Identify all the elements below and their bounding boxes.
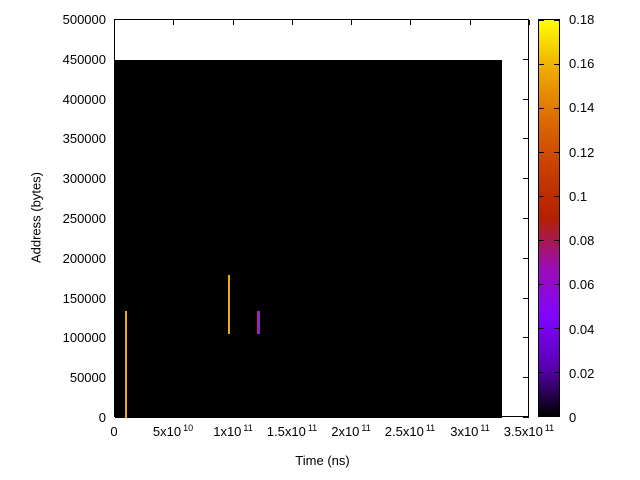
x-tick-mantissa: 3x10: [450, 424, 479, 439]
x-tick-mark-top: [233, 20, 234, 25]
x-tick-mark-top: [470, 20, 471, 25]
colorbar-tick-label: 0.14: [569, 100, 595, 115]
colorbar-tick-mark-right: [554, 328, 559, 329]
y-tick-mark-right: [523, 298, 529, 299]
colorbar-tick-label: 0.12: [569, 145, 595, 160]
colorbar-tick-mark-left: [539, 328, 544, 329]
colorbar-tick-label: 0.18: [569, 12, 595, 27]
colorbar-tick-label: 0.04: [569, 322, 595, 337]
colorbar-tick-mark-left: [539, 240, 544, 241]
colorbar: [538, 19, 560, 417]
colorbar-tick-mark-right: [554, 20, 559, 21]
event-line: [257, 310, 260, 335]
colorbar-tick-mark-left: [539, 152, 544, 153]
colorbar-tick-mark-right: [554, 415, 559, 416]
y-tick-mark-right: [523, 337, 529, 338]
y-tick-label: 250000: [62, 211, 106, 226]
y-tick-label: 50000: [69, 370, 106, 385]
x-axis-title: Time (ns): [295, 453, 350, 468]
x-tick-exponent: 11: [425, 423, 436, 433]
x-tick-exponent: 11: [361, 423, 371, 433]
colorbar-tick-label: 0.02: [569, 366, 595, 381]
colorbar-tick-mark-left: [539, 20, 544, 21]
y-tick-label: 500000: [62, 12, 106, 27]
x-tick-mark-top: [292, 20, 293, 25]
x-tick-mantissa: 2.5x10: [384, 424, 424, 439]
y-tick-label: 0: [98, 410, 106, 425]
event-line: [125, 310, 127, 418]
colorbar-tick-mark-left: [539, 415, 544, 416]
x-tick-mark-top: [114, 20, 115, 25]
x-tick-mantissa: 2x10: [331, 424, 360, 439]
y-tick-label: 350000: [62, 131, 106, 146]
x-tick-exponent: 11: [307, 423, 318, 433]
x-tick-mantissa: 0: [110, 424, 118, 439]
x-tick-mantissa: 3.5x10: [503, 424, 543, 439]
y-tick-label: 150000: [62, 291, 106, 306]
colorbar-tick-mark-right: [554, 284, 559, 285]
y-tick-mark-right: [523, 99, 529, 100]
y-tick-label: 450000: [62, 52, 106, 67]
colorbar-tick-mark-right: [554, 152, 559, 153]
x-tick-label: 5x10 10: [128, 423, 218, 440]
y-tick-mark-right: [523, 19, 529, 20]
x-tick-mark-top: [529, 20, 530, 25]
x-tick-mark-top: [351, 20, 352, 25]
colorbar-tick-mark-left: [539, 372, 544, 373]
y-tick-mark-right: [523, 138, 529, 139]
y-tick-mark-right: [523, 377, 529, 378]
x-tick-mantissa: 1x10: [213, 424, 242, 439]
y-tick-mark-right: [523, 417, 529, 418]
y-tick-label: 400000: [62, 92, 106, 107]
y-tick-label: 100000: [62, 330, 106, 345]
x-tick-exponent: 11: [243, 423, 253, 433]
y-tick-label: 200000: [62, 251, 106, 266]
x-tick-label: 3x10 11: [425, 423, 515, 440]
x-tick-label: 2x10 11: [306, 423, 396, 440]
x-tick-label: 0: [69, 425, 159, 439]
x-tick-mantissa: 1.5x10: [266, 424, 306, 439]
y-tick-mark-right: [523, 258, 529, 259]
colorbar-tick-mark-right: [554, 240, 559, 241]
y-tick-label: 300000: [62, 171, 106, 186]
colorbar-tick-label: 0.06: [569, 277, 595, 292]
colorbar-tick-mark-left: [539, 64, 544, 65]
x-tick-label: 3.5x10 11: [484, 423, 574, 440]
x-tick-exponent: 10: [183, 423, 194, 433]
colorbar-tick-mark-right: [554, 64, 559, 65]
x-tick-label: 2.5x10 11: [365, 423, 455, 440]
x-tick-mark-top: [173, 20, 174, 25]
x-tick-exponent: 11: [544, 423, 555, 433]
colorbar-tick-mark-left: [539, 196, 544, 197]
x-tick-mantissa: 5x10: [152, 424, 182, 439]
colorbar-tick-label: 0: [569, 410, 577, 425]
event-line: [228, 274, 230, 335]
heatmap-data-region: [115, 59, 502, 418]
colorbar-tick-mark-right: [554, 372, 559, 373]
colorbar-tick-label: 0.1: [569, 189, 588, 204]
colorbar-tick-mark-left: [539, 108, 544, 109]
y-tick-mark-right: [523, 218, 529, 219]
colorbar-tick-mark-right: [554, 108, 559, 109]
x-tick-label: 1x10 11: [188, 423, 278, 440]
x-tick-exponent: 11: [480, 423, 490, 433]
plot-area: [114, 19, 530, 418]
colorbar-tick-label: 0.16: [569, 56, 595, 71]
x-tick-mark-top: [410, 20, 411, 25]
colorbar-tick-label: 0.08: [569, 233, 595, 248]
x-tick-label: 1.5x10 11: [247, 423, 337, 440]
colorbar-tick-mark-left: [539, 284, 544, 285]
y-tick-mark-right: [523, 59, 529, 60]
colorbar-tick-mark-right: [554, 196, 559, 197]
y-tick-mark-right: [523, 178, 529, 179]
